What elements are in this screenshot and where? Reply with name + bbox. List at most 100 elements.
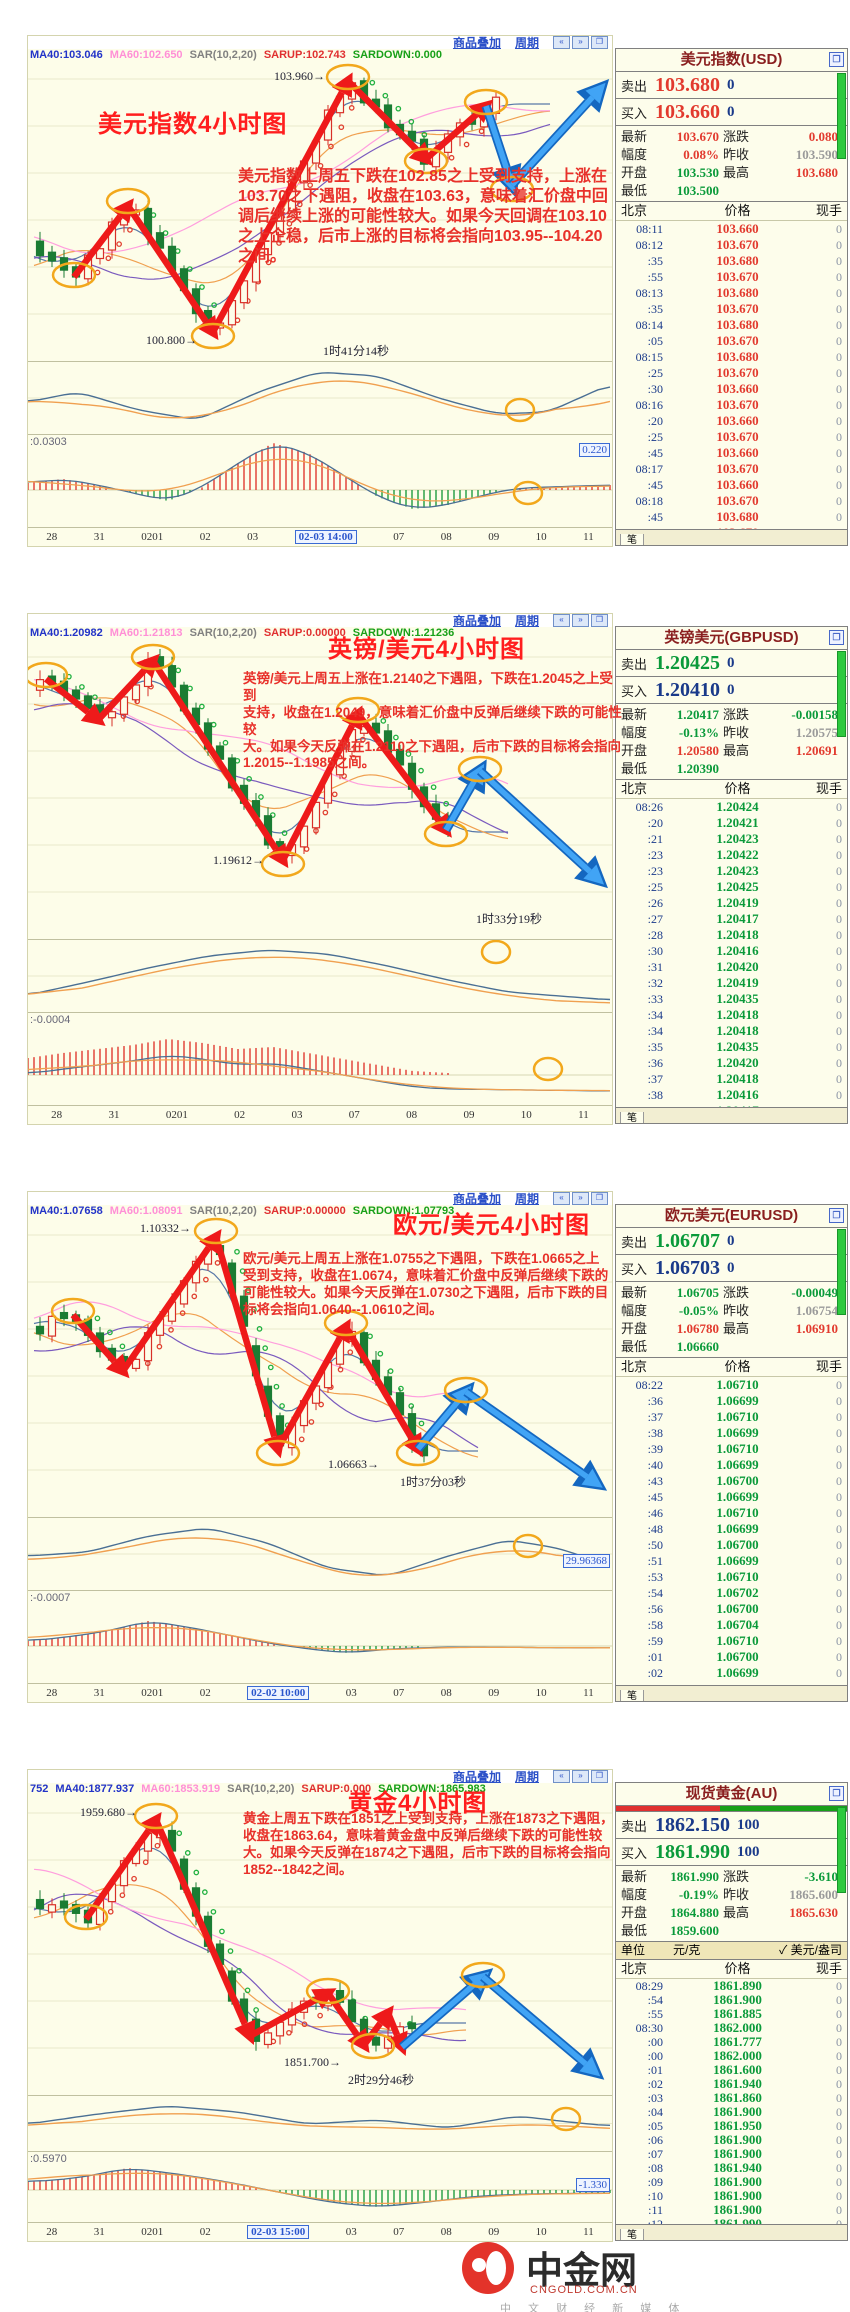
scrollbar-thumb[interactable] <box>837 1229 846 1315</box>
main-chart[interactable]: 752 MA40:1877.937 MA60:1853.919 SAR(10,2,20… <box>28 1783 614 2095</box>
tab-ticks[interactable]: 笔 <box>620 1690 644 1701</box>
tick-volume: 0 <box>836 1618 842 1632</box>
popup-window-icon[interactable]: ❐ <box>829 630 844 645</box>
scroll-left-button[interactable]: « <box>553 36 570 49</box>
table-row: 08:17 103.670 0 <box>616 461 847 477</box>
unit-row[interactable]: 单位 元/克 ✓ 美元/盎司 <box>616 1942 847 1960</box>
overlay-link[interactable]: 商品叠加 <box>452 1192 501 1206</box>
indicator-readout: 752 MA40:1877.937 MA60:1853.919 SAR(10,2,20… <box>30 1783 486 1795</box>
tab-ticks[interactable]: 笔 <box>620 1112 644 1123</box>
indicator-pane-2[interactable]: :-0.0007 <box>28 1590 612 1683</box>
period-link[interactable]: 周期 <box>514 614 539 628</box>
high-price-label: 1959.680→ <box>80 1805 137 1819</box>
axis-label: 02 <box>234 1109 246 1121</box>
sell-quote-row[interactable]: 卖出 103.680 0 <box>616 72 847 99</box>
main-chart[interactable]: MA40:103.046 MA60:102.650 SAR(10,2,20) SARU… <box>28 49 612 361</box>
indicator-value-label: :-0.0007 <box>30 1592 71 1604</box>
chart-toolbar: 商品叠加 周期 « » ❐ <box>28 36 612 50</box>
sell-price: 1.20425 <box>655 651 720 674</box>
scrollbar-thumb[interactable] <box>837 651 846 737</box>
ma-value: SAR(10,2,20) <box>189 49 257 61</box>
tick-price: 1.06699 <box>716 1457 759 1472</box>
indicator-pane-1[interactable] <box>28 2095 612 2151</box>
tick-price: 1861.940 <box>713 2160 762 2175</box>
table-row: :38 1.06699 0 <box>616 1425 847 1441</box>
popup-window-icon[interactable]: ❐ <box>829 1786 844 1801</box>
quote-label-chg: 涨跌 <box>723 707 750 722</box>
window-button[interactable]: ❐ <box>591 36 608 49</box>
sell-quote-row[interactable]: 卖出 1862.150 100 <box>616 1812 847 1839</box>
tick-volume: 0 <box>836 1394 842 1408</box>
tick-volume: 0 <box>836 414 842 428</box>
table-row: :56 1.06700 0 <box>616 1601 847 1617</box>
table-row: :34 1.20418 0 <box>616 1007 847 1023</box>
scrollbar-thumb[interactable] <box>837 73 846 159</box>
ma-value: SARUP:0.000 <box>301 1783 372 1795</box>
scrollbar-thumb[interactable] <box>837 1807 846 1893</box>
scroll-right-button[interactable]: » <box>572 614 589 627</box>
indicator-pane-1[interactable] <box>28 361 612 434</box>
unit-usd-selected[interactable]: ✓ 美元/盎司 <box>779 1943 842 1957</box>
popup-window-icon[interactable]: ❐ <box>829 1208 844 1223</box>
main-chart[interactable]: MA40:1.20982 MA60:1.21813 SAR(10,2,20) SARU… <box>28 627 622 939</box>
tick-volume: 0 <box>836 960 842 974</box>
tick-time: :37 <box>647 1410 663 1424</box>
overlay-link[interactable]: 商品叠加 <box>452 36 501 50</box>
window-button[interactable]: ❐ <box>591 1192 608 1205</box>
period-link[interactable]: 周期 <box>514 1770 539 1784</box>
buy-quote-row[interactable]: 买入 103.660 0 <box>616 99 847 126</box>
overlay-link[interactable]: 商品叠加 <box>452 614 501 628</box>
scroll-right-button[interactable]: » <box>572 1770 589 1783</box>
tick-volume: 0 <box>836 1378 842 1392</box>
scroll-right-button[interactable]: » <box>572 36 589 49</box>
scroll-left-button[interactable]: « <box>553 1192 570 1205</box>
axis-label: 08 <box>440 1687 452 1699</box>
table-row: :36 1.20420 0 <box>616 1055 847 1071</box>
tick-time: :37 <box>647 1072 663 1086</box>
indicator-pane-2[interactable]: :0.5970 -1.330 <box>28 2151 612 2222</box>
buy-quote-row[interactable]: 买入 1.06703 0 <box>616 1255 847 1282</box>
indicator-pane-1[interactable] <box>28 939 612 1012</box>
axis-label: 07 <box>348 1109 360 1121</box>
table-row: :26 1.20419 0 <box>616 895 847 911</box>
chart-area: 商品叠加 周期 « » ❐ MA40:103.046 MA60:102.650 SA… <box>27 35 613 547</box>
tick-time: :05 <box>647 334 663 348</box>
period-link[interactable]: 周期 <box>514 36 539 50</box>
tick-time: :56 <box>647 1602 663 1616</box>
tick-time: :00 <box>647 2035 663 2049</box>
tick-volume: 0 <box>836 2049 842 2063</box>
indicator-pane-1[interactable]: 29.96368 <box>28 1517 612 1590</box>
tick-volume: 0 <box>836 222 842 236</box>
sell-quote-row[interactable]: 卖出 1.06707 0 <box>616 1228 847 1255</box>
scroll-left-button[interactable]: « <box>553 614 570 627</box>
scroll-left-button[interactable]: « <box>553 1770 570 1783</box>
table-row: :45 103.680 0 <box>616 509 847 525</box>
tick-price: 1.06710 <box>716 1505 759 1520</box>
period-link[interactable]: 周期 <box>514 1192 539 1206</box>
sell-quote-row[interactable]: 卖出 1.20425 0 <box>616 650 847 677</box>
axis-cursor-label: 02-03 14:00 <box>294 530 357 544</box>
tick-price: 1.20418 <box>716 1071 759 1086</box>
buy-quote-row[interactable]: 买入 1.20410 0 <box>616 677 847 704</box>
tick-table-header: 北京 价格 现手 <box>616 780 847 799</box>
quote-value-range: -0.05% <box>678 1303 719 1318</box>
tick-volume: 0 <box>836 928 842 942</box>
tick-volume: 0 <box>836 510 842 524</box>
tick-volume: 0 <box>836 350 842 364</box>
tab-ticks[interactable]: 笔 <box>620 2229 644 2240</box>
quote-summary-grid: 最新 1.06705 涨跌 -0.00049 幅度 -0.05% 昨收 1.06754 开盘 1.… <box>616 1282 847 1358</box>
window-button[interactable]: ❐ <box>591 1770 608 1783</box>
buy-quote-row[interactable]: 买入 1861.990 100 <box>616 1839 847 1866</box>
scroll-right-button[interactable]: » <box>572 1192 589 1205</box>
tick-table-header: 北京 价格 现手 <box>616 202 847 221</box>
tick-price: 1.06710 <box>716 1633 759 1648</box>
table-row: :55 1861.885 0 <box>616 2007 847 2022</box>
indicator-pane-2[interactable]: :-0.0004 <box>28 1012 612 1105</box>
quote-value-range: -0.13% <box>678 725 719 740</box>
popup-window-icon[interactable]: ❐ <box>829 52 844 67</box>
main-chart[interactable]: MA40:1.07658 MA60:1.08091 SAR(10,2,20) SARU… <box>28 1205 612 1517</box>
overlay-link[interactable]: 商品叠加 <box>452 1770 501 1784</box>
indicator-pane-2[interactable]: :0.0303 0.220 <box>28 434 612 527</box>
tab-ticks[interactable]: 笔 <box>620 534 644 545</box>
window-button[interactable]: ❐ <box>591 614 608 627</box>
